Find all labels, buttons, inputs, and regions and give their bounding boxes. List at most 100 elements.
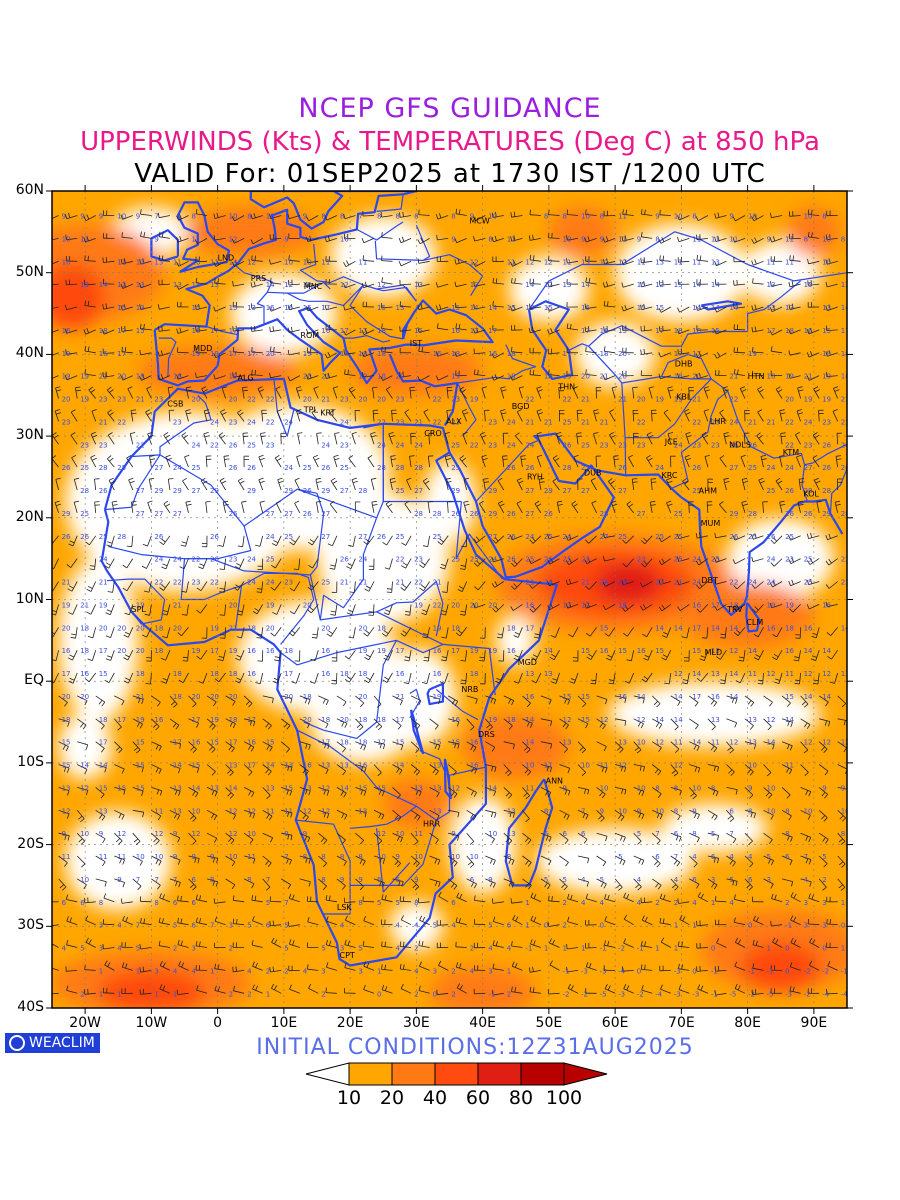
station-alg: ALG — [238, 374, 254, 383]
legend-label-20: 20 — [379, 1087, 405, 1109]
srilanka-coastline — [745, 602, 761, 633]
station-bgd: BGD — [512, 402, 530, 411]
station-krt: KRT — [320, 409, 335, 418]
station-dbt: DBT — [701, 576, 718, 585]
station-mum: MUM — [701, 519, 721, 528]
madagascar-coastline — [504, 778, 554, 887]
station-trv: TRV — [726, 605, 743, 614]
station-cpt: CPT — [340, 951, 355, 960]
border-14 — [801, 464, 808, 502]
station-tpl: TPL — [303, 405, 319, 414]
lat-label-60n: 60N — [15, 182, 44, 198]
legend-swatch-4 — [477, 1062, 522, 1086]
station-nrb: NRB — [461, 685, 478, 694]
legend-label-40: 40 — [422, 1087, 448, 1109]
legend-label-80: 80 — [508, 1087, 534, 1109]
station-lsk: LSK — [337, 903, 353, 912]
border-28 — [206, 326, 239, 336]
lon-label-90e: 90E — [800, 1015, 828, 1031]
initial-conditions: INITIAL CONDITIONS:12Z31AUG2025 — [256, 1035, 694, 1060]
station-mdd: MDD — [193, 344, 212, 353]
logo-circle-icon — [9, 1035, 25, 1051]
weaclim-logo: WEACLIM — [5, 1033, 100, 1053]
legend-swatch-1 — [348, 1062, 393, 1086]
lake-victoria — [426, 682, 444, 706]
logo-text: WEACLIM — [29, 1035, 95, 1051]
border-35 — [106, 578, 166, 625]
border-2 — [280, 639, 444, 666]
border-42 — [435, 688, 479, 721]
station-drs: DRS — [478, 730, 495, 739]
border-48 — [131, 454, 161, 458]
lat-label-10s: 10S — [17, 753, 44, 770]
africa-coastline — [100, 377, 558, 967]
border-31 — [356, 221, 404, 241]
axis-ticks — [46, 185, 853, 1014]
legend-label-60: 60 — [465, 1087, 491, 1109]
border-8 — [456, 376, 510, 437]
lat-label-20n: 20N — [15, 508, 44, 525]
station-mnc: MNC — [304, 282, 323, 291]
border-49 — [104, 454, 161, 511]
lon-label-10e: 10E — [270, 1015, 298, 1031]
station-mcw: MCW — [469, 217, 489, 226]
blacksea-coastline — [402, 311, 416, 339]
valid-time: VALID For: 01SEP2025 at 1730 IST /1200 U… — [134, 159, 766, 189]
border-52 — [184, 525, 252, 560]
station-rom: ROM — [300, 331, 319, 340]
station-spl: SPL — [132, 605, 147, 614]
graticule — [52, 191, 847, 1008]
station-krc: KRC — [662, 471, 678, 480]
station-ist: IST — [410, 339, 422, 348]
border-22 — [299, 244, 364, 286]
lat-label-30n: 30N — [15, 427, 44, 444]
caspian-coastline — [527, 300, 574, 380]
border-29 — [158, 337, 177, 377]
temperature-values: 9 9 9 10 9 7 8 10 8 10 9 8 8 7 8 8 8 8 9 10 8 8 10 8 11 9 10 8 9 10 10… — [62, 213, 847, 999]
station-ann: ANN — [546, 776, 563, 785]
legend-swatch-above-100 — [563, 1062, 608, 1086]
border-20 — [746, 280, 801, 332]
border-44 — [435, 766, 487, 821]
legend-label-100: 100 — [545, 1087, 583, 1109]
border-41 — [409, 688, 421, 719]
legend-swatch-below-10 — [305, 1062, 350, 1086]
border-18 — [588, 345, 623, 384]
station-ktm: KTM — [783, 448, 800, 457]
station-ndls: NDLS — [729, 441, 751, 450]
lake-tanganyika — [410, 709, 425, 755]
lon-label-50e: 50E — [535, 1015, 563, 1031]
station-labels: MCW LND PRS MNC ROM IST MDD ALG CSB TPL KRT CRO ALX B… — [132, 217, 820, 961]
border-50 — [108, 545, 185, 560]
station-lhr: LHR — [710, 417, 726, 426]
border-40 — [303, 640, 398, 740]
border-17 — [568, 325, 748, 351]
border-39 — [376, 580, 444, 637]
lat-label-40s: 40S — [17, 999, 44, 1015]
station-clm: CLM — [746, 618, 763, 627]
lat-label-eq: EQ — [24, 672, 44, 689]
station-jce: JCE — [664, 437, 678, 446]
legend-swatch-5 — [520, 1062, 565, 1086]
border-34 — [376, 286, 417, 302]
border-47 — [159, 394, 212, 455]
station-dub: DUB — [584, 468, 602, 477]
lon-label-80e: 80E — [734, 1015, 761, 1031]
legend-label-10: 10 — [336, 1087, 362, 1109]
station-thn: THN — [557, 383, 575, 392]
station-mld: MLD — [705, 648, 723, 657]
lon-label-40e: 40E — [469, 1015, 496, 1031]
border-5 — [363, 423, 462, 503]
station-kbl: KBL — [676, 392, 692, 401]
border-51 — [273, 378, 295, 437]
lake-malawi — [443, 758, 452, 800]
wind-barbs — [52, 208, 847, 996]
border-26 — [286, 284, 364, 306]
border-21 — [349, 284, 417, 340]
lon-label-10w: 10W — [135, 1015, 168, 1031]
chart-title: NCEP GFS GUIDANCE — [298, 93, 602, 124]
lat-label-20s: 20S — [17, 835, 44, 852]
border-16 — [528, 231, 847, 310]
